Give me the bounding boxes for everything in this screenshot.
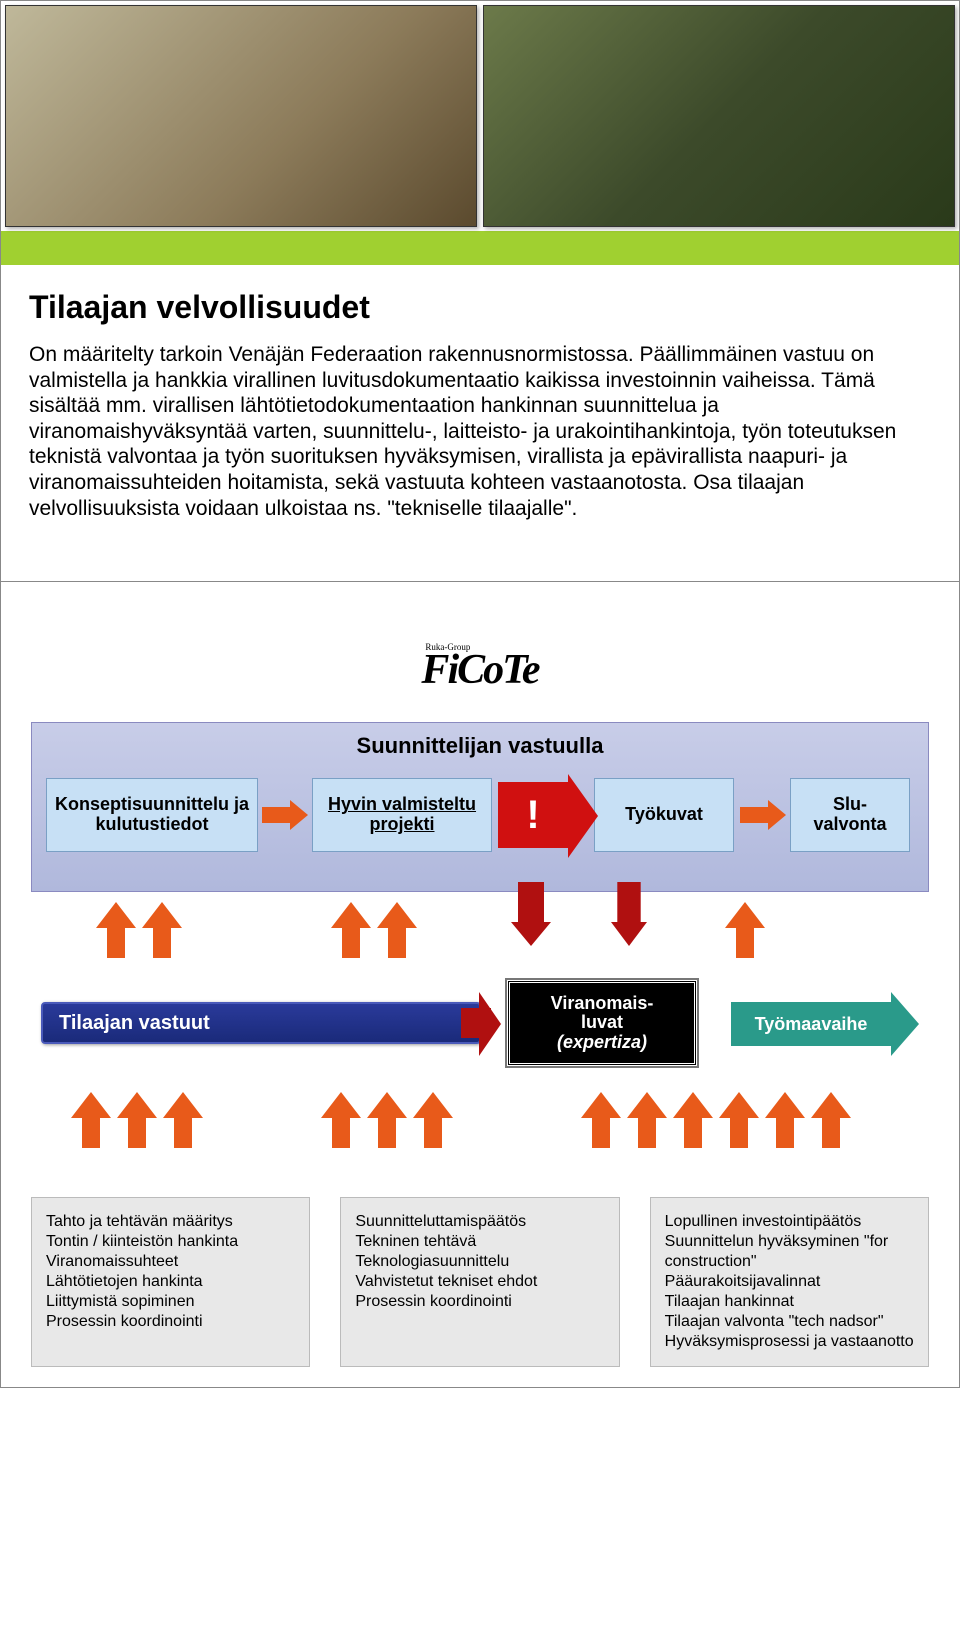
up-arrow-group xyxy=(581,1092,851,1148)
site-phase-arrow: Työmaavaihe xyxy=(731,1002,921,1046)
stage-work-drawings: Työkuvat xyxy=(594,778,734,852)
up-arrow-icon xyxy=(811,1092,851,1148)
up-arrow-icon xyxy=(367,1092,407,1148)
up-arrow-icon xyxy=(142,902,182,958)
photo-strip xyxy=(1,1,959,231)
stage-concept-design: Konseptisuunnittelu ja kulutustiedot xyxy=(46,778,258,852)
site-phase-arrowhead-icon xyxy=(891,992,919,1056)
photo-planning-meeting xyxy=(5,5,477,227)
up-arrow-icon xyxy=(163,1092,203,1148)
designer-band-title: Suunnittelijan vastuulla xyxy=(32,723,928,759)
stage-site-supervision: Slu-valvonta xyxy=(790,778,910,852)
up-arrow-icon xyxy=(765,1092,805,1148)
permit-line1: Viranomais- xyxy=(551,994,654,1014)
designer-responsibility-band: Suunnittelijan vastuulla Konseptisuunnit… xyxy=(31,722,929,892)
info-row: Tahto ja tehtävän määritysTontin / kiint… xyxy=(31,1197,929,1367)
up-arrow-icon xyxy=(331,902,371,958)
up-arrow-group xyxy=(71,1092,203,1148)
text-block: Tilaajan velvollisuudet On määritelty ta… xyxy=(1,265,959,581)
site-phase-label: Työmaavaihe xyxy=(731,1002,891,1046)
up-arrow-icon xyxy=(673,1092,713,1148)
stage-prepared-project-label: Hyvin valmisteltu projekti xyxy=(319,795,485,835)
slide-client-obligations: Tilaajan velvollisuudet On määritelty ta… xyxy=(1,1,959,581)
divider-green-bar xyxy=(1,231,959,265)
up-arrow-group xyxy=(321,1092,453,1148)
attention-arrowhead-icon xyxy=(568,774,598,858)
up-arrow-icon xyxy=(96,902,136,958)
slide-body: On määritelty tarkoin Venäjän Federaatio… xyxy=(29,342,931,521)
client-responsibility-row: Tilaajan vastuut Viranomais- luvat (expe… xyxy=(31,972,929,1072)
arrow-icon xyxy=(262,800,308,830)
up-arrow-icon xyxy=(71,1092,111,1148)
stage-row: Konseptisuunnittelu ja kulutustiedot Hyv… xyxy=(32,778,928,858)
up-arrow-group xyxy=(96,902,182,958)
attention-marker: ! xyxy=(498,782,568,848)
slide-process-diagram: Ruka-Group FiCoTe Suunnittelijan vastuul… xyxy=(1,581,959,1387)
info-box-phase3: Lopullinen investointipäätösSuunnittelun… xyxy=(650,1197,929,1367)
up-arrow-icon xyxy=(581,1092,621,1148)
permit-line3: (expertiza) xyxy=(557,1033,647,1053)
permit-box: Viranomais- luvat (expertiza) xyxy=(507,980,697,1066)
photo-construction-workers xyxy=(483,5,955,227)
up-arrow-icon xyxy=(725,902,765,958)
up-arrow-group xyxy=(725,902,765,958)
up-arrow-icon xyxy=(627,1092,667,1148)
logo-text: FiCoTe xyxy=(421,647,538,693)
up-arrow-icon xyxy=(321,1092,361,1148)
client-responsibilities-bar: Tilaajan vastuut xyxy=(41,1002,481,1044)
logo-ficote: Ruka-Group FiCoTe xyxy=(421,642,538,694)
up-arrow-icon xyxy=(377,902,417,958)
slide-title: Tilaajan velvollisuudet xyxy=(29,289,931,326)
permit-line2: luvat xyxy=(581,1013,623,1033)
up-arrow-group xyxy=(331,902,417,958)
client-bar-arrowhead-icon xyxy=(479,992,501,1056)
up-arrow-icon xyxy=(719,1092,759,1148)
up-arrow-icon xyxy=(117,1092,157,1148)
up-arrow-icon xyxy=(413,1092,453,1148)
arrow-icon xyxy=(740,800,786,830)
stage-prepared-project: Hyvin valmisteltu projekti xyxy=(312,778,492,852)
info-box-phase1: Tahto ja tehtävän määritysTontin / kiint… xyxy=(31,1197,310,1367)
info-box-phase2: SuunnitteluttamispäätösTekninen tehtäväT… xyxy=(340,1197,619,1367)
